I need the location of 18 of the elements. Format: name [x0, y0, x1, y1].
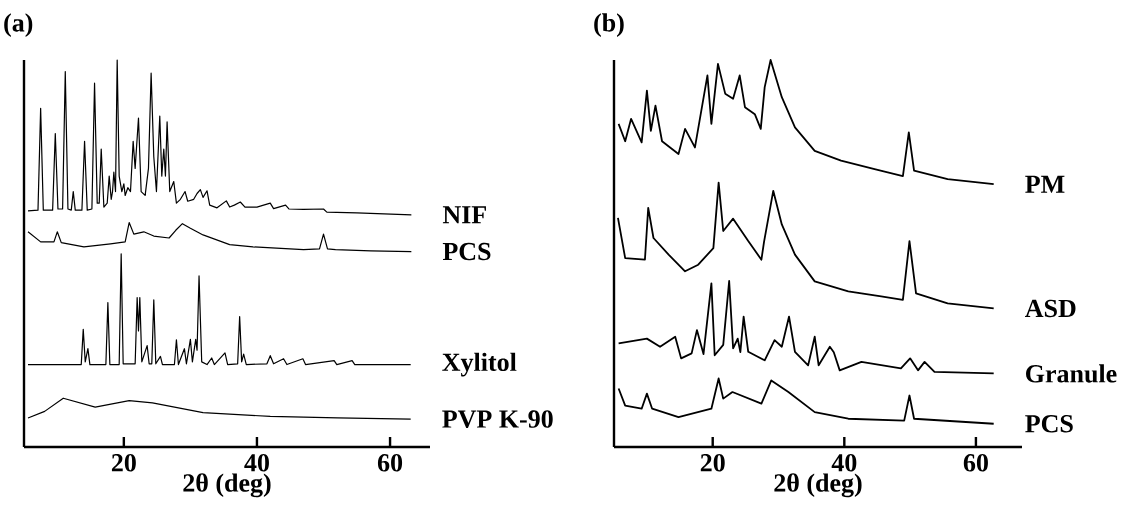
x-axis-title: 2θ (deg): [774, 473, 862, 498]
x-tick-label: 40: [831, 454, 857, 472]
x-tick-label: 20: [111, 454, 136, 472]
series-label: PCS: [442, 242, 491, 261]
series-label: Xylitol: [442, 352, 517, 377]
x-axis-title: 2θ (deg): [183, 473, 271, 498]
x-tick-label: 20: [700, 454, 725, 472]
chart-title: (b): [594, 13, 624, 37]
series-label: Granule: [1026, 364, 1117, 383]
x-tick-label: 40: [244, 454, 269, 472]
chart-title: (a): [4, 13, 33, 37]
series-label: NIF: [442, 206, 486, 224]
series-label: PCS: [1025, 415, 1073, 433]
series-label: PVP K-90: [442, 410, 553, 428]
x-tick-label: 60: [963, 454, 988, 472]
series-label: PM: [1025, 175, 1065, 193]
series-label: ASD: [1025, 299, 1076, 318]
x-tick-label: 60: [377, 454, 403, 472]
